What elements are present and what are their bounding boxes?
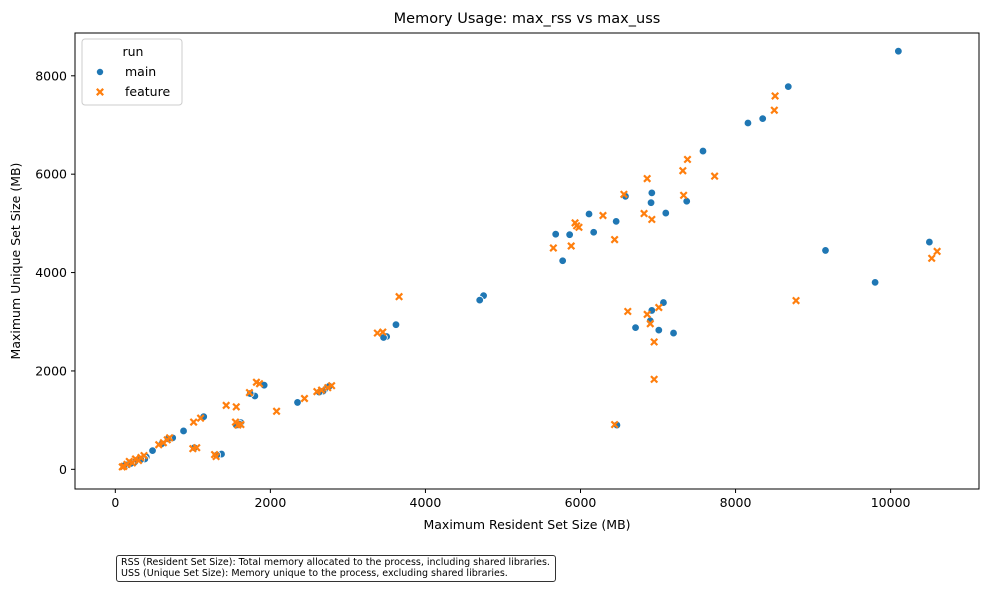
data-point-feature	[572, 221, 581, 230]
y-tick-label: 8000	[35, 68, 67, 83]
legend-title: run	[123, 44, 144, 59]
data-point-feature	[679, 191, 688, 200]
data-point-main	[894, 47, 903, 56]
data-point-feature	[710, 172, 719, 181]
y-tick-label: 0	[59, 462, 67, 477]
data-point-feature	[395, 292, 404, 301]
plot-area	[74, 32, 980, 490]
data-point-main	[391, 320, 401, 329]
data-point-main	[870, 278, 880, 287]
data-point-feature	[650, 375, 659, 384]
footnote-rss: RSS (Resident Set Size): Total memory al…	[121, 557, 550, 568]
data-point-feature	[245, 388, 254, 397]
data-point-main	[758, 114, 767, 123]
data-point-feature	[323, 383, 332, 392]
data-point-main	[631, 323, 640, 332]
data-point-main	[475, 295, 484, 305]
x-axis-label: Maximum Resident Set Size (MB)	[423, 517, 630, 532]
data-point-feature	[567, 242, 576, 250]
y-tick-label: 2000	[35, 363, 67, 378]
data-point-feature	[327, 381, 336, 390]
data-point-main	[558, 256, 567, 265]
data-point-feature	[378, 328, 387, 337]
legend-marker-main	[96, 68, 105, 77]
data-point-feature	[610, 420, 619, 429]
footnote-box: RSS (Resident Set Size): Total memory al…	[116, 555, 556, 582]
data-point-main	[148, 446, 157, 455]
data-point-feature	[236, 420, 245, 429]
data-point-feature	[189, 418, 198, 427]
data-point-main	[293, 398, 302, 407]
legend: run main feature	[81, 38, 183, 106]
data-point-main	[654, 325, 664, 335]
x-tick-label: 2000	[254, 495, 286, 510]
data-point-main	[584, 209, 594, 219]
x-tick-label: 8000	[720, 495, 752, 510]
data-point-feature	[792, 296, 801, 305]
data-point-main	[698, 146, 708, 156]
data-point-feature	[646, 319, 655, 328]
data-point-feature	[623, 307, 632, 316]
data-point-main	[661, 208, 670, 218]
legend-label-main: main	[125, 64, 156, 79]
data-point-feature	[210, 450, 219, 459]
data-point-main	[647, 188, 657, 198]
data-point-feature	[272, 407, 281, 416]
data-point-feature	[643, 174, 652, 183]
data-point-feature	[771, 91, 780, 100]
data-point-feature	[188, 444, 197, 453]
chart-title: Memory Usage: max_rss vs max_uss	[394, 11, 661, 27]
data-point-main	[179, 426, 188, 436]
data-point-main	[646, 198, 656, 207]
data-point-main	[821, 246, 830, 255]
data-point-main	[611, 217, 621, 226]
data-point-feature	[159, 438, 168, 447]
data-point-feature	[650, 337, 659, 346]
data-point-feature	[549, 243, 558, 252]
legend-box	[81, 38, 183, 106]
data-point-feature	[232, 402, 241, 411]
data-point-feature	[610, 235, 619, 244]
data-point-feature	[654, 303, 663, 312]
x-tick-label: 4000	[410, 495, 442, 510]
data-point-feature	[683, 155, 692, 164]
data-point-main	[589, 228, 598, 237]
data-point-main	[784, 82, 793, 91]
y-axis-label: Maximum Unique Set Size (MB)	[8, 163, 23, 360]
data-point-feature	[255, 379, 264, 388]
y-tick-label: 4000	[35, 265, 67, 280]
data-point-feature	[312, 387, 321, 396]
data-point-feature	[770, 106, 779, 115]
data-point-main	[565, 230, 574, 239]
data-point-feature	[373, 329, 382, 338]
data-point-feature	[222, 401, 231, 410]
data-point-main	[925, 237, 934, 247]
data-point-feature	[643, 310, 652, 319]
data-point-feature	[647, 215, 656, 224]
data-point-feature	[619, 190, 628, 199]
data-point-feature	[300, 394, 309, 403]
data-point-main	[743, 118, 753, 128]
data-point-feature	[118, 462, 127, 471]
y-tick-label: 6000	[35, 167, 67, 182]
data-point-feature	[933, 247, 942, 256]
data-point-main	[669, 328, 678, 338]
data-point-feature	[927, 254, 936, 263]
footnote-uss: USS (Unique Set Size): Memory unique to …	[121, 568, 508, 579]
x-tick-label: 0	[111, 495, 119, 510]
legend-label-feature: feature	[125, 84, 170, 99]
data-point-feature	[154, 440, 163, 449]
x-tick-label: 6000	[565, 495, 597, 510]
x-tick-label: 10000	[871, 495, 911, 510]
legend-marker-feature	[96, 88, 104, 96]
data-point-feature	[599, 211, 607, 220]
data-point-feature	[640, 209, 649, 218]
data-point-feature	[678, 166, 687, 175]
data-point-main	[551, 229, 560, 239]
data-point-feature	[196, 414, 205, 423]
